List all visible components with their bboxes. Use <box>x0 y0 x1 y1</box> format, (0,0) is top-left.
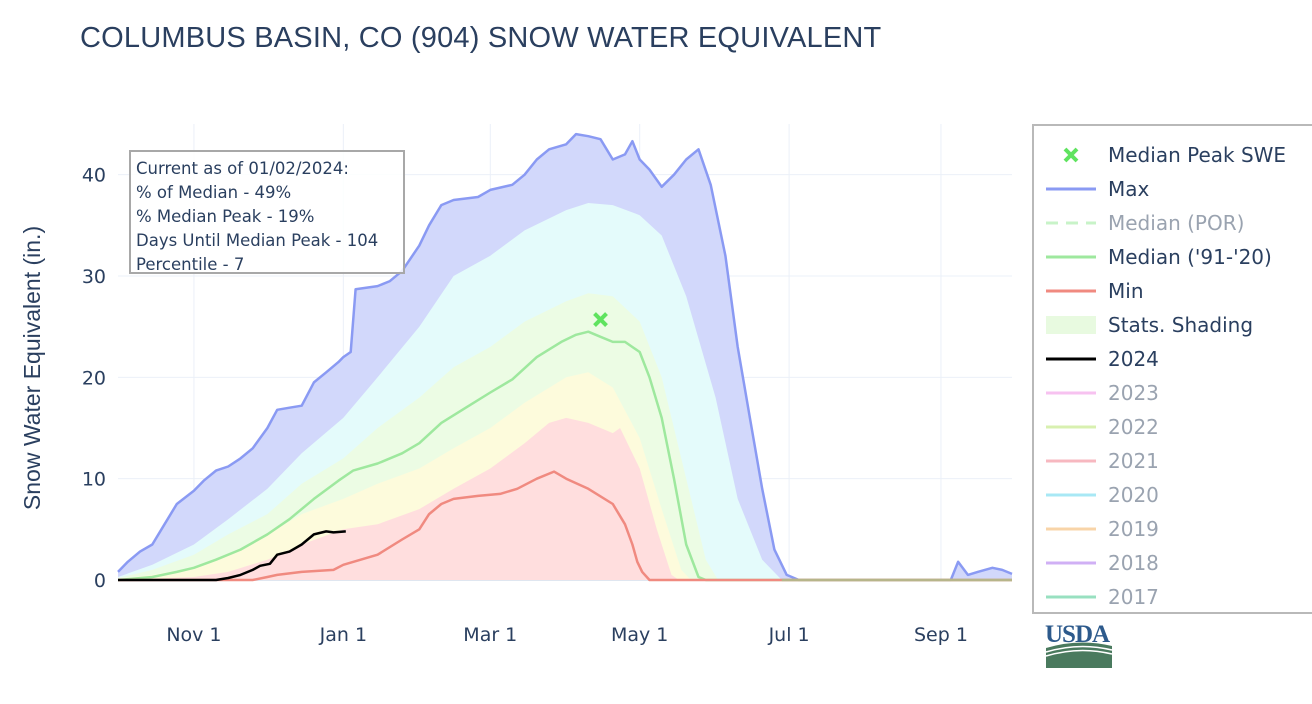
chart-legend[interactable]: Median Peak SWE Max Median (POR) Median ('9… <box>1032 124 1312 614</box>
band-lower-stats-band <box>118 417 679 580</box>
legend-label: 2020 <box>1108 483 1159 507</box>
legend-label: 2024 <box>1108 347 1159 371</box>
series-line-2024 <box>118 530 346 582</box>
legend-item[interactable]: 2017 <box>1034 582 1312 612</box>
legend-symbol <box>1046 391 1096 395</box>
legend-x-stroke <box>1063 147 1079 163</box>
median-peak-marker <box>593 312 608 327</box>
series-lines <box>117 132 1013 582</box>
legend-label: 2017 <box>1108 585 1159 609</box>
legend-symbol <box>1046 221 1096 225</box>
series-line-max <box>117 132 1013 582</box>
legend-symbol <box>1063 147 1079 163</box>
y-tick-label: 20 <box>82 367 106 389</box>
legend-item[interactable]: 2018 <box>1034 548 1312 578</box>
x-tick-label: Sep 1 <box>914 624 968 646</box>
chart-marks <box>593 312 608 327</box>
y-tick-label: 30 <box>82 266 106 288</box>
usda-logo-graphic: USDA <box>1045 621 1113 668</box>
legend-item[interactable]: 2023 <box>1034 378 1312 408</box>
legend-label: 2022 <box>1108 415 1159 439</box>
legend-item[interactable]: 2020 <box>1034 480 1312 510</box>
legend-symbol <box>1046 187 1096 191</box>
legend-symbol <box>1046 357 1096 361</box>
legend-item[interactable]: 2022 <box>1034 412 1312 442</box>
legend-symbol <box>1046 425 1096 429</box>
legend-symbol <box>1046 459 1096 463</box>
info-line: % Median Peak - 19% <box>136 207 315 226</box>
info-line: Percentile - 7 <box>136 255 245 274</box>
info-line: Current as of 01/02/2024: <box>136 159 349 178</box>
legend-box <box>1046 316 1096 334</box>
legend-label: Median Peak SWE <box>1108 143 1287 167</box>
x-tick-label: Jan 1 <box>319 624 367 646</box>
legend-label: Min <box>1108 279 1144 303</box>
legend-label: Median (POR) <box>1108 211 1245 235</box>
legend-symbol <box>1046 527 1096 531</box>
median-peak-marker-stroke <box>593 312 608 327</box>
y-axis-label: Snow Water Equivalent (in.) <box>19 226 45 510</box>
legend-item[interactable]: 2021 <box>1034 446 1312 476</box>
x-tick-label: Mar 1 <box>463 624 517 646</box>
legend-label: 2023 <box>1108 381 1159 405</box>
legend-item[interactable]: Max <box>1034 174 1312 204</box>
x-tick-label: Jul 1 <box>768 624 810 646</box>
current-status-box: Current as of 01/02/2024: % of Median - … <box>129 150 405 274</box>
legend-item[interactable]: Min <box>1034 276 1312 306</box>
legend-item[interactable]: Median Peak SWE <box>1034 140 1312 170</box>
legend-item[interactable]: 2019 <box>1034 514 1312 544</box>
y-tick-label: 40 <box>82 165 106 187</box>
stats-shading-bands <box>118 134 1012 580</box>
y-axis-ticks: 0 10 20 30 40 <box>82 165 106 592</box>
legend-item[interactable]: Median ('91-'20) <box>1034 242 1312 272</box>
svg-text:USDA: USDA <box>1045 621 1110 648</box>
legend-symbol <box>1046 316 1096 334</box>
legend-label: Max <box>1108 177 1150 201</box>
legend-item[interactable]: Median (POR) <box>1034 208 1312 238</box>
legend-label: Stats. Shading <box>1108 313 1254 337</box>
legend-label: 2021 <box>1108 449 1159 473</box>
legend-symbol <box>1046 561 1096 565</box>
x-tick-label: May 1 <box>611 624 668 646</box>
legend-symbol <box>1046 493 1096 497</box>
legend-item[interactable]: 2024 <box>1034 344 1312 374</box>
y-tick-label: 0 <box>94 570 106 592</box>
legend-item[interactable]: Stats. Shading <box>1034 310 1312 340</box>
info-line: Days Until Median Peak - 104 <box>136 231 379 250</box>
x-axis-ticks: Nov 1 Jan 1 Mar 1 May 1 Jul 1 Sep 1 <box>166 624 968 646</box>
chart-title: COLUMBUS BASIN, CO (904) SNOW WATER EQUI… <box>80 22 882 54</box>
y-tick-label: 10 <box>82 469 106 491</box>
legend-label: 2019 <box>1108 517 1159 541</box>
legend-symbol <box>1046 289 1096 293</box>
legend-symbol <box>1046 595 1096 599</box>
series-line-median-91-20- <box>117 330 1012 582</box>
series-line-min <box>118 470 1012 582</box>
legend-symbol <box>1046 255 1096 259</box>
info-line: % of Median - 49% <box>136 183 292 202</box>
legend-label: Median ('91-'20) <box>1108 245 1272 269</box>
legend-label: 2018 <box>1108 551 1159 575</box>
x-tick-label: Nov 1 <box>166 624 221 646</box>
